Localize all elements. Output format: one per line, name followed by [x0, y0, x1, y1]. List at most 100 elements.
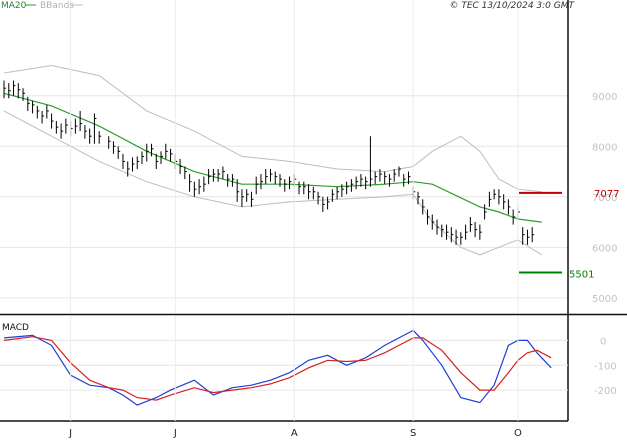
price-bar — [127, 161, 130, 177]
price-bar — [189, 174, 192, 192]
price-bar — [403, 174, 406, 187]
price-bar — [260, 174, 263, 190]
price-bar — [84, 125, 87, 139]
price-bar — [41, 110, 45, 124]
price-bar — [465, 224, 468, 240]
ma20-line — [3, 92, 542, 223]
price-bar — [312, 186, 316, 200]
price-bar — [479, 224, 482, 240]
price-bar — [455, 229, 459, 245]
price-bar — [155, 153, 159, 170]
price-y-tick-label: 6000 — [592, 243, 617, 254]
ma20-line-group — [3, 92, 542, 223]
macd-title: MACD — [2, 323, 29, 333]
price-bar — [441, 224, 444, 238]
copyright-text: © TEC 13/10/2024 3:0 GMT — [449, 1, 575, 11]
price-bar — [246, 189, 249, 202]
price-bar — [393, 169, 397, 182]
price-bar — [170, 148, 173, 162]
price-bar — [65, 118, 68, 134]
price-bar — [427, 209, 430, 225]
price-bar — [60, 123, 64, 139]
x-tick-label: S — [410, 428, 416, 439]
levels: 7077 5501 — [519, 189, 619, 281]
price-bar — [498, 189, 501, 205]
price-bar — [222, 166, 225, 180]
price-y-axis: 9000 8000 7000 6000 5000 — [592, 92, 617, 305]
legend-bbands: BBands — [40, 1, 74, 11]
price-bar — [284, 179, 287, 192]
price-bar — [379, 169, 382, 182]
price-bar — [407, 171, 411, 185]
price-bar — [469, 217, 473, 233]
x-tick-label: O — [514, 428, 522, 439]
price-bar — [336, 186, 340, 200]
price-bar — [322, 196, 325, 212]
price-bar — [369, 136, 373, 187]
price-bar — [512, 209, 516, 225]
bbands-line — [3, 110, 542, 256]
price-bar — [531, 227, 535, 243]
price-bar — [265, 169, 268, 185]
price-bar — [8, 83, 11, 99]
price-bar — [198, 179, 202, 195]
price-bar — [36, 105, 40, 119]
price-bar — [503, 194, 506, 210]
price-bar — [151, 143, 154, 157]
price-bar — [208, 169, 211, 185]
price-bar — [446, 224, 449, 240]
price-bar — [460, 232, 463, 245]
price-bar — [165, 143, 168, 159]
price-bar — [89, 128, 92, 144]
price-y-tick-label: 8000 — [592, 142, 617, 153]
price-bar — [255, 176, 259, 195]
price-bar — [274, 171, 278, 185]
price-bar — [331, 189, 335, 202]
price-bar — [141, 151, 144, 164]
price-panel-frame — [0, 0, 568, 313]
macd-y-tick-label: -100 — [594, 361, 617, 372]
price-bar — [303, 181, 306, 195]
price-bar — [212, 169, 216, 182]
x-tick-label: A — [291, 428, 298, 439]
legend-ma20: MA20 — [1, 1, 27, 11]
price-bar — [179, 158, 183, 175]
price-bar — [22, 88, 26, 101]
price-bar — [474, 222, 478, 238]
price-bar — [484, 204, 487, 220]
price-bar — [227, 174, 230, 187]
price-bar — [17, 83, 21, 99]
price-bar — [355, 176, 359, 190]
price-bar — [131, 157, 135, 172]
price-bar — [493, 189, 497, 200]
price-bar — [526, 229, 530, 245]
price-bar — [522, 227, 525, 245]
price-bar — [417, 191, 420, 205]
price-bar — [308, 184, 311, 200]
macd-y-tick-label: 0 — [600, 336, 606, 347]
signal-line — [3, 336, 552, 401]
price-y-tick-label: 7000 — [592, 193, 617, 204]
macd-y-axis: 0 -100 -200 — [594, 336, 617, 397]
price-bar — [365, 176, 368, 190]
price-bar — [269, 169, 273, 182]
price-bar — [422, 199, 425, 215]
price-y-tick-label: 9000 — [592, 92, 617, 103]
price-bar — [184, 166, 187, 180]
price-bar — [236, 179, 240, 202]
price-bar — [231, 174, 235, 187]
price-bar — [350, 179, 354, 192]
resistance-level-label: 7077 — [594, 189, 619, 200]
price-bar — [436, 219, 440, 235]
price-bar — [384, 171, 387, 185]
price-bar — [374, 171, 378, 185]
macd-y-tick-label: -200 — [594, 386, 617, 397]
price-bar — [341, 184, 344, 197]
price-bar — [160, 151, 164, 164]
x-tick-label: J — [68, 428, 72, 439]
bbands-line — [3, 64, 542, 193]
support-level-label: 5501 — [569, 270, 594, 281]
price-bar — [241, 189, 244, 207]
